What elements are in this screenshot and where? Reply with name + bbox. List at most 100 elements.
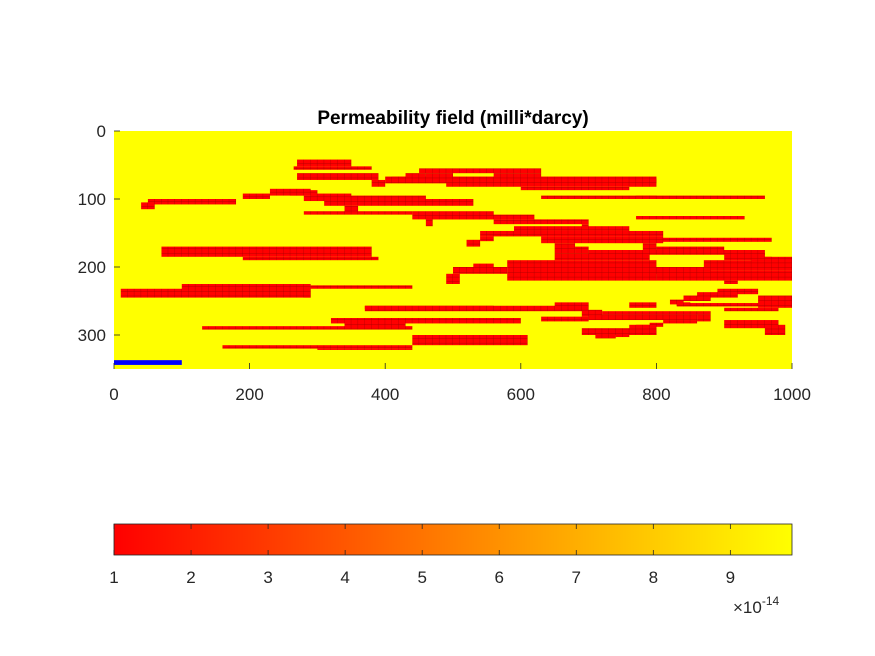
x-axis-ticks: 0 200 400 600 800 1000: [109, 363, 811, 404]
low-permeability-region-19: [303, 195, 426, 202]
low-permeability-region-18: [147, 199, 223, 205]
low-permeability-region-40: [642, 243, 657, 254]
low-permeability-region-79: [629, 324, 657, 330]
low-permeability-region-58: [181, 284, 311, 295]
low-permeability-region-89: [608, 331, 630, 335]
low-permeability-region-62: [554, 302, 589, 307]
low-permeability-region-92: [724, 307, 779, 312]
injection-well-marker: [114, 360, 182, 365]
low-permeability-region-16: [290, 190, 318, 196]
colorbar-tick-label: 4: [340, 568, 349, 587]
low-permeability-region-28: [541, 195, 657, 199]
low-permeability-region-68: [717, 288, 759, 295]
low-permeability-region-90: [615, 333, 630, 338]
main-axes: 0 200 400 600 800 1000 0 100 200 300 Permeabilit…: [78, 108, 811, 404]
low-permeability-region-1: [293, 166, 372, 170]
low-permeability-region-60: [303, 294, 311, 298]
low-permeability-region-91: [595, 335, 616, 339]
colorbar-exponent: ×10-14: [733, 594, 780, 617]
low-permeability-region-24: [425, 214, 535, 220]
low-permeability-region-59: [310, 285, 413, 289]
low-permeability-region-50: [554, 253, 650, 261]
low-permeability-region-54: [703, 260, 792, 271]
colorbar-gradient: [114, 524, 792, 555]
low-permeability-region-29: [636, 195, 765, 199]
low-permeability-region-26: [493, 219, 589, 225]
low-permeability-region-15: [222, 199, 237, 205]
low-permeability-region-48: [473, 263, 494, 267]
colorbar-frame: [113, 523, 793, 556]
low-permeability-region-63: [629, 302, 657, 308]
y-tick-label: 100: [78, 190, 106, 209]
colorbar-tick-label: 3: [263, 568, 272, 587]
low-permeability-region-88: [629, 330, 657, 335]
y-tick-label: 0: [97, 122, 106, 141]
low-permeability-region-25: [425, 219, 433, 227]
low-permeability-region-46: [242, 256, 379, 261]
low-permeability-regions: [120, 159, 792, 350]
low-permeability-region-5: [405, 173, 426, 179]
low-permeability-region-38: [575, 246, 589, 254]
low-permeability-region-75: [697, 314, 711, 322]
chart-title: Permeability field (milli*darcy): [317, 108, 588, 129]
colorbar-tick-label: 6: [494, 568, 503, 587]
low-permeability-region-51: [446, 273, 460, 284]
low-permeability-region-82: [330, 318, 521, 324]
low-permeability-region-83: [202, 326, 413, 330]
colorbar-exponent-power: -14: [762, 594, 780, 608]
low-permeability-region-45: [161, 246, 372, 257]
low-permeability-region-67: [669, 299, 684, 305]
colorbar: 1 2 3 4 5 6 7 8 9 ×10-14: [109, 523, 793, 617]
low-permeability-region-6: [419, 168, 542, 174]
low-permeability-region-33: [466, 239, 481, 247]
low-permeability-region-31: [480, 230, 664, 237]
low-permeability-region-93: [724, 320, 779, 329]
x-tick-label: 600: [507, 385, 535, 404]
low-permeability-region-85: [412, 335, 528, 346]
low-permeability-region-43: [724, 253, 765, 261]
low-permeability-region-17: [141, 202, 155, 210]
low-permeability-region-74: [588, 314, 698, 321]
y-axis-ticks: 0 100 200 300: [78, 122, 120, 345]
x-tick-label: 1000: [773, 385, 811, 404]
low-permeability-region-20: [324, 199, 474, 206]
low-permeability-region-34: [480, 236, 494, 242]
low-permeability-region-55: [758, 256, 792, 264]
low-permeability-region-11: [385, 176, 657, 184]
low-permeability-region-70: [676, 303, 792, 307]
low-permeability-region-87: [317, 348, 413, 350]
colorbar-exponent-base: ×10: [733, 598, 762, 617]
low-permeability-region-27: [581, 224, 589, 228]
low-permeability-region-49: [507, 260, 657, 281]
y-tick-label: 200: [78, 258, 106, 277]
low-permeability-region-76: [663, 320, 698, 324]
low-permeability-region-94: [764, 324, 786, 335]
low-permeability-region-84: [344, 321, 406, 329]
low-permeability-region-30: [636, 216, 745, 220]
low-permeability-region-2: [297, 173, 379, 180]
colorbar-tick-label: 2: [186, 568, 195, 587]
colorbar-tick-label: 1: [109, 568, 118, 587]
x-tick-label: 0: [109, 385, 118, 404]
low-permeability-region-71: [581, 309, 603, 317]
low-permeability-region-41: [656, 246, 698, 254]
low-permeability-region-42: [697, 246, 725, 254]
colorbar-ticks: 1 2 3 4 5 6 7 8 9: [109, 524, 735, 587]
low-permeability-region-66: [683, 295, 711, 301]
low-permeability-region-56: [724, 280, 738, 284]
low-permeability-region-0: [297, 159, 352, 167]
x-tick-label: 400: [371, 385, 399, 404]
colorbar-tick-label: 9: [726, 568, 735, 587]
low-permeability-region-37: [554, 243, 576, 254]
low-permeability-region-81: [364, 305, 494, 310]
low-permeability-region-72: [541, 316, 589, 322]
low-permeability-region-10: [520, 186, 630, 191]
low-permeability-region-53: [656, 270, 792, 281]
low-permeability-region-22: [303, 211, 413, 215]
low-permeability-region-21: [344, 205, 359, 213]
low-permeability-region-14: [242, 193, 270, 199]
low-permeability-region-73: [602, 311, 711, 315]
low-permeability-region-86: [222, 345, 413, 349]
low-permeability-region-3: [371, 179, 386, 187]
